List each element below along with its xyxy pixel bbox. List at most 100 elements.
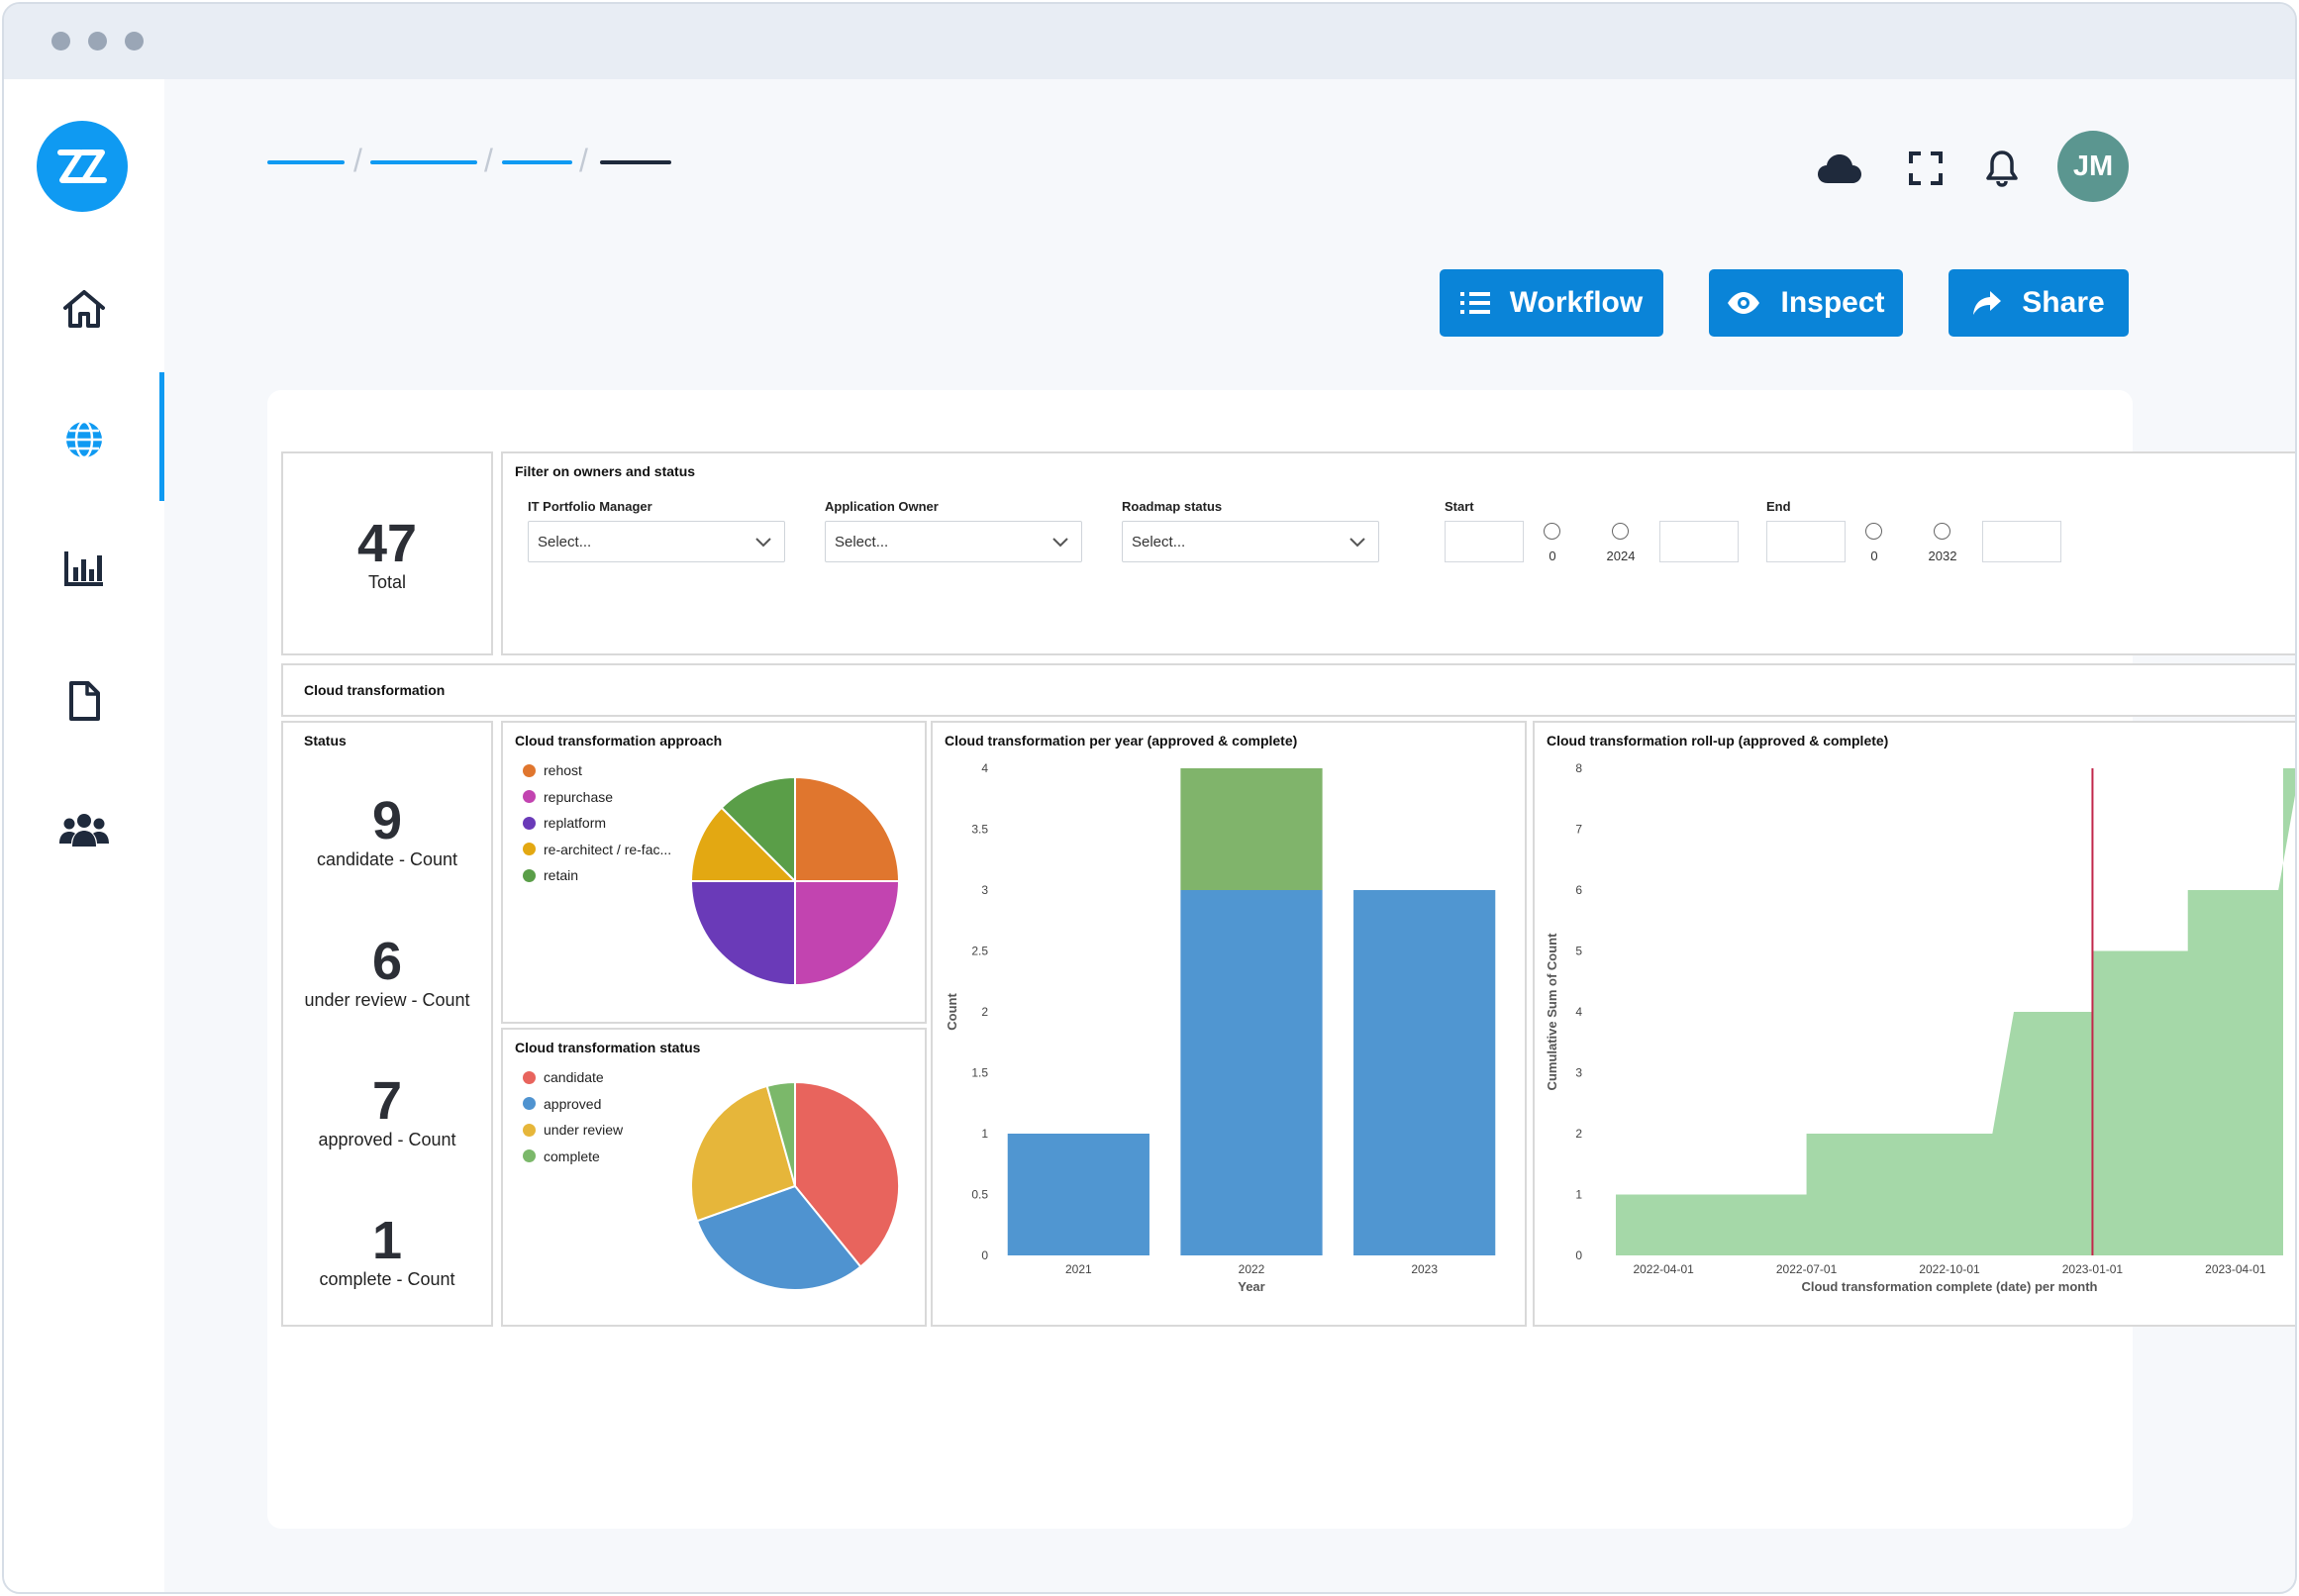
window-close-dot[interactable] — [51, 32, 70, 50]
legend-label: candidate — [544, 1069, 604, 1085]
pie-slice[interactable] — [794, 880, 901, 987]
legend-label: rehost — [544, 762, 582, 778]
window-maximize-dot[interactable] — [125, 32, 144, 50]
home-icon — [63, 290, 105, 328]
sidebar-item-documents[interactable] — [4, 661, 164, 741]
breadcrumb-item[interactable] — [502, 160, 572, 164]
total-metric: 47 Total — [283, 517, 491, 593]
x-tick-label: 2022-04-01 — [1633, 1262, 1694, 1276]
zz-logo-icon[interactable] — [37, 121, 128, 212]
legend-item[interactable]: complete — [523, 1148, 600, 1164]
filter-title: Filter on owners and status — [515, 463, 696, 479]
total-label: Total — [367, 572, 407, 592]
start-max-input[interactable] — [1659, 521, 1739, 562]
bar[interactable] — [1180, 890, 1323, 1255]
legend-item[interactable]: under review — [523, 1122, 623, 1138]
fullscreen-icon[interactable] — [1898, 141, 1953, 196]
x-tick-label: 2022-10-01 — [1919, 1262, 1980, 1276]
legend-item[interactable]: re-architect / re-fac... — [523, 842, 671, 857]
sidebar-active-indicator — [159, 372, 164, 501]
bar[interactable] — [1007, 1134, 1150, 1255]
sidebar-item-globe[interactable] — [4, 400, 164, 479]
pie-slice[interactable] — [794, 775, 901, 882]
status-value: 6 — [371, 932, 403, 991]
end-max-radio[interactable] — [1934, 523, 1950, 540]
roadmap-status-label: Roadmap status — [1122, 499, 1223, 514]
inspect-button[interactable]: Inspect — [1709, 269, 1903, 337]
legend-item[interactable]: replatform — [523, 815, 606, 831]
pie-slice[interactable] — [690, 1084, 797, 1223]
legend-item[interactable]: repurchase — [523, 789, 613, 805]
y-tick-label: 3.5 — [971, 823, 988, 837]
rollup-card: Cloud transformation roll-up (approved &… — [1533, 721, 2297, 1327]
legend-item[interactable]: rehost — [523, 762, 582, 778]
status-label: candidate - Count — [316, 849, 458, 869]
legend-item[interactable]: retain — [523, 867, 578, 883]
pie-slice[interactable] — [720, 775, 796, 884]
legend-item[interactable]: approved — [523, 1096, 601, 1112]
status-metric: 6 under review - Count — [283, 935, 491, 1011]
y-tick-label: 5 — [1575, 945, 1582, 958]
per-year-card: Cloud transformation per year (approved … — [931, 721, 1527, 1327]
end-min-radio[interactable] — [1865, 523, 1882, 540]
dashboard-panel: 47 Total Filter on owners and status IT … — [267, 390, 2295, 1529]
start-min-radio[interactable] — [1544, 523, 1560, 540]
legend-swatch — [523, 1097, 536, 1110]
bar[interactable] — [1353, 890, 1496, 1255]
pie-slice[interactable] — [765, 1080, 796, 1187]
y-tick-label: 2 — [1575, 1127, 1582, 1141]
roadmap-status-select[interactable]: Select... — [1122, 521, 1379, 562]
start-max-value: 2024 — [1606, 549, 1636, 563]
status-title: Status — [304, 733, 347, 748]
y-tick-label: 1 — [981, 1127, 988, 1141]
it-portfolio-manager-select[interactable]: Select... — [528, 521, 785, 562]
approach-pie-card: Cloud transformation approach rehost repu… — [501, 721, 927, 1024]
start-min-input[interactable] — [1445, 521, 1524, 562]
y-tick-label: 0.5 — [971, 1188, 988, 1202]
application-owner-label: Application Owner — [825, 499, 939, 514]
legend-label: repurchase — [544, 788, 614, 805]
avatar[interactable]: JM — [2057, 131, 2129, 202]
application-owner-select[interactable]: Select... — [825, 521, 1082, 562]
pie-slice[interactable] — [689, 806, 798, 882]
y-tick-label: 4 — [981, 761, 988, 775]
share-arrow-icon — [1973, 291, 2002, 315]
sidebar-item-users[interactable] — [4, 790, 164, 869]
pie-slice[interactable] — [689, 880, 796, 987]
end-label: End — [1766, 499, 1791, 514]
workflow-button[interactable]: Workflow — [1440, 269, 1663, 337]
sidebar-item-reports[interactable] — [4, 529, 164, 608]
legend-item[interactable]: candidate — [523, 1069, 604, 1085]
end-min-value: 0 — [1870, 549, 1878, 563]
status-metric: 7 approved - Count — [283, 1074, 491, 1150]
area-series[interactable] — [1616, 768, 2297, 1255]
per-year-title: Cloud transformation per year (approved … — [945, 733, 1298, 748]
end-max-value: 2032 — [1928, 549, 1957, 563]
share-button[interactable]: Share — [1949, 269, 2129, 337]
status-label: complete - Count — [319, 1269, 455, 1289]
legend-swatch — [523, 763, 536, 777]
sidebar-item-home[interactable] — [4, 269, 164, 349]
bell-icon[interactable] — [1974, 141, 2030, 196]
legend-label: approved — [544, 1095, 602, 1112]
per-year-bar-chart: 0 0.5 1 1.5 2 2.5 3 3.5 4 2021 2022 2023 Year Count — [945, 761, 1496, 1294]
rollup-area-chart: 0 1 2 3 4 5 6 7 8 2022-04-01 2022-07-01 2022-10-01 2… — [1545, 761, 2297, 1294]
y-axis-label: Count — [945, 993, 959, 1031]
document-icon — [69, 681, 100, 721]
breadcrumb-item[interactable] — [267, 160, 345, 164]
total-card: 47 Total — [281, 451, 493, 655]
pie-slice[interactable] — [695, 1184, 862, 1291]
start-max-radio[interactable] — [1612, 523, 1629, 540]
breadcrumb-item[interactable] — [370, 160, 477, 164]
workflow-label: Workflow — [1509, 286, 1644, 319]
x-axis-label: Year — [1238, 1279, 1264, 1294]
y-tick-label: 1.5 — [971, 1066, 988, 1080]
end-max-input[interactable] — [1982, 521, 2061, 562]
pie-slice[interactable] — [794, 1080, 900, 1268]
it-portfolio-manager-value: Select... — [538, 533, 592, 550]
status-label: under review - Count — [304, 990, 470, 1010]
end-min-input[interactable] — [1766, 521, 1846, 562]
cloud-icon[interactable] — [1812, 141, 1867, 196]
bar[interactable] — [1180, 768, 1323, 890]
window-minimize-dot[interactable] — [88, 32, 107, 50]
